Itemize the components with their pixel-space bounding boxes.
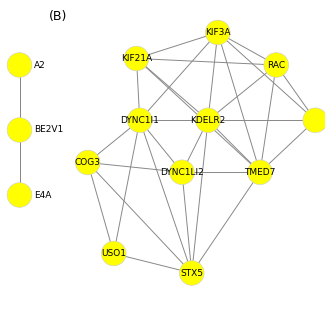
Text: KDELR2: KDELR2 <box>190 116 226 125</box>
Text: (B): (B) <box>49 10 68 23</box>
Text: A2: A2 <box>34 60 46 70</box>
Text: RAC: RAC <box>267 60 285 70</box>
Circle shape <box>248 160 272 185</box>
Circle shape <box>264 53 289 77</box>
Text: E4A: E4A <box>34 190 51 200</box>
Circle shape <box>205 20 230 45</box>
Circle shape <box>303 108 325 133</box>
Circle shape <box>124 46 149 71</box>
Text: STX5: STX5 <box>180 268 203 278</box>
Circle shape <box>7 183 32 207</box>
Circle shape <box>127 108 152 133</box>
Circle shape <box>7 53 32 77</box>
Circle shape <box>179 261 204 285</box>
Circle shape <box>75 150 100 175</box>
Circle shape <box>196 108 220 133</box>
Text: USO1: USO1 <box>101 249 126 258</box>
Circle shape <box>170 160 194 185</box>
Circle shape <box>7 118 32 142</box>
Text: TMED7: TMED7 <box>244 168 276 177</box>
Text: KIF3A: KIF3A <box>205 28 230 37</box>
Text: BE2V1: BE2V1 <box>34 125 63 135</box>
Text: COG3: COG3 <box>75 158 101 167</box>
Text: KIF21A: KIF21A <box>121 54 152 63</box>
Text: DYNC1I1: DYNC1I1 <box>120 116 159 125</box>
Text: DYNC1LI2: DYNC1LI2 <box>160 168 204 177</box>
Circle shape <box>101 241 126 266</box>
